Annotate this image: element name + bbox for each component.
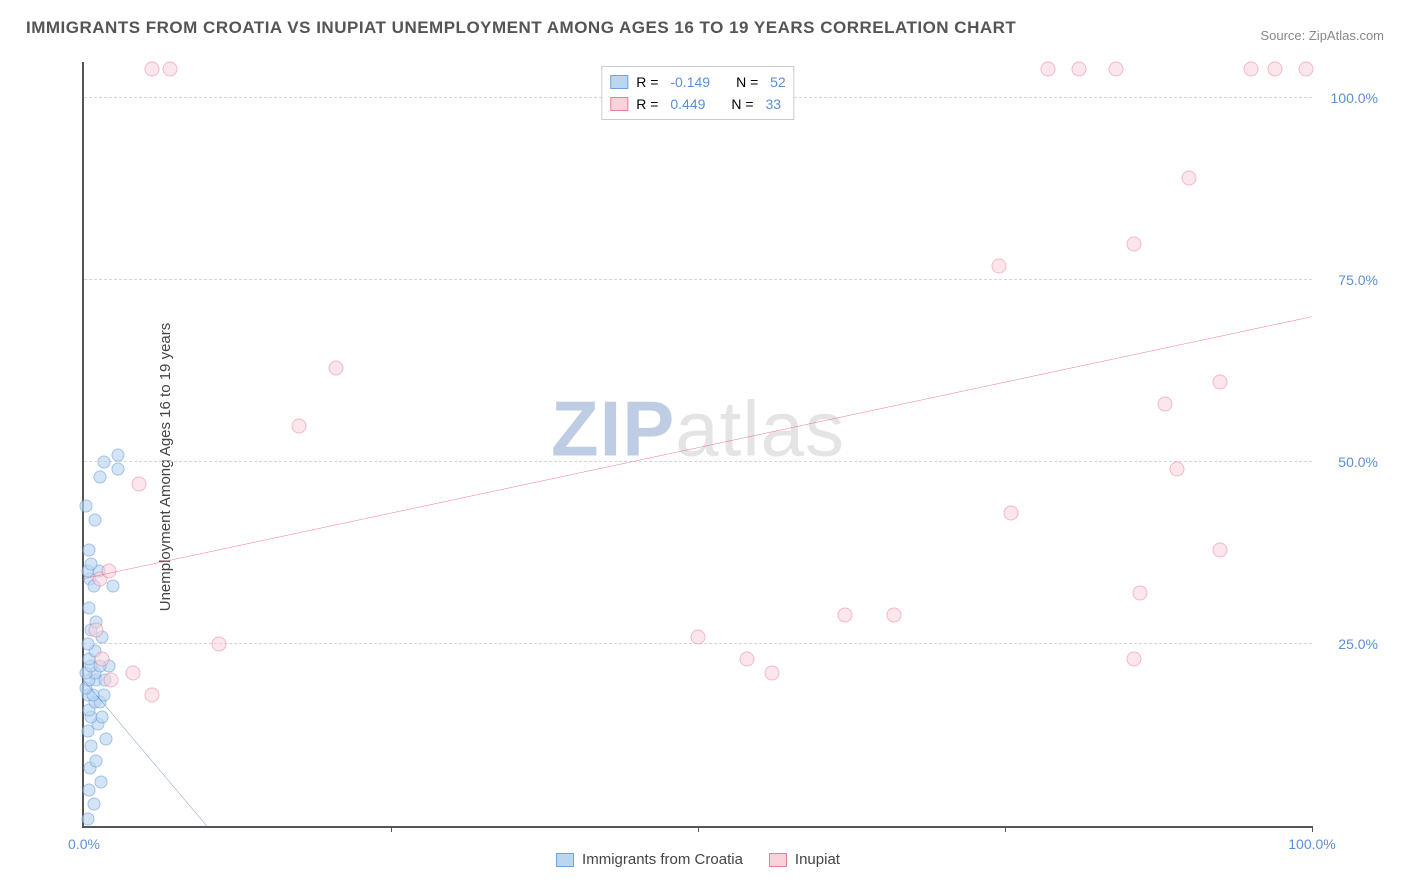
data-point-croatia	[85, 558, 98, 571]
data-point-inupiat	[144, 62, 159, 77]
x-tick-mark	[698, 826, 699, 832]
data-point-inupiat	[838, 608, 853, 623]
data-point-inupiat	[162, 62, 177, 77]
data-point-inupiat	[740, 651, 755, 666]
data-point-inupiat	[212, 637, 227, 652]
data-point-croatia	[89, 514, 102, 527]
gridline-h	[84, 279, 1312, 280]
data-point-inupiat	[1298, 62, 1313, 77]
data-point-inupiat	[1071, 62, 1086, 77]
x-tick-mark	[391, 826, 392, 832]
source-attribution: Source: ZipAtlas.com	[1260, 28, 1384, 43]
legend-row-inupiat: R = 0.449 N = 33	[610, 93, 785, 115]
data-point-inupiat	[691, 629, 706, 644]
data-point-croatia	[96, 710, 109, 723]
legend-r-label: R =	[636, 96, 662, 112]
legend-item-croatia: Immigrants from Croatia	[556, 851, 743, 868]
data-point-croatia	[112, 463, 125, 476]
y-tick-label: 75.0%	[1338, 272, 1378, 288]
data-point-croatia	[81, 638, 94, 651]
legend-swatch-croatia	[610, 75, 628, 89]
legend-label-croatia: Immigrants from Croatia	[582, 851, 743, 868]
data-point-inupiat	[1108, 62, 1123, 77]
watermark-atlas: atlas	[675, 384, 845, 472]
legend-r-label: R =	[636, 74, 662, 90]
x-tick-mark	[1005, 826, 1006, 832]
correlation-legend: R = -0.149 N = 52 R = 0.449 N = 33	[601, 66, 794, 120]
watermark-zip: ZIP	[551, 384, 675, 472]
data-point-croatia	[85, 739, 98, 752]
data-point-croatia	[107, 579, 120, 592]
legend-n-value-inupiat: 33	[765, 96, 781, 112]
data-point-inupiat	[1157, 396, 1172, 411]
chart-title: IMMIGRANTS FROM CROATIA VS INUPIAT UNEMP…	[26, 18, 1016, 38]
y-tick-label: 50.0%	[1338, 454, 1378, 470]
data-point-croatia	[90, 754, 103, 767]
data-point-inupiat	[1212, 542, 1227, 557]
legend-r-value-inupiat: 0.449	[670, 96, 705, 112]
data-point-inupiat	[1126, 651, 1141, 666]
data-point-croatia	[82, 783, 95, 796]
data-point-inupiat	[764, 666, 779, 681]
data-point-inupiat	[1126, 236, 1141, 251]
x-tick-mark	[1312, 826, 1313, 832]
legend-r-value-croatia: -0.149	[670, 74, 710, 90]
plot-area: ZIPatlas R = -0.149 N = 52 R = 0.449 N =…	[82, 62, 1312, 828]
data-point-inupiat	[1268, 62, 1283, 77]
data-point-inupiat	[95, 651, 110, 666]
data-point-croatia	[81, 812, 94, 825]
legend-swatch-croatia	[556, 853, 574, 867]
data-point-inupiat	[132, 477, 147, 492]
series-legend: Immigrants from Croatia Inupiat	[556, 851, 840, 868]
data-point-inupiat	[1133, 586, 1148, 601]
legend-swatch-inupiat	[769, 853, 787, 867]
legend-n-label: N =	[736, 74, 762, 90]
data-point-croatia	[93, 470, 106, 483]
data-point-inupiat	[1182, 171, 1197, 186]
data-point-croatia	[82, 601, 95, 614]
x-tick-label: 0.0%	[68, 836, 100, 852]
legend-row-croatia: R = -0.149 N = 52	[610, 71, 785, 93]
data-point-inupiat	[328, 360, 343, 375]
data-point-inupiat	[1004, 506, 1019, 521]
data-point-inupiat	[1040, 62, 1055, 77]
trendlines-svg	[84, 62, 1312, 826]
data-point-croatia	[87, 798, 100, 811]
data-point-inupiat	[291, 418, 306, 433]
data-point-inupiat	[887, 608, 902, 623]
y-tick-label: 100.0%	[1331, 90, 1378, 106]
data-point-inupiat	[1212, 375, 1227, 390]
data-point-croatia	[97, 456, 110, 469]
legend-swatch-inupiat	[610, 97, 628, 111]
y-tick-label: 25.0%	[1338, 636, 1378, 652]
data-point-croatia	[80, 499, 93, 512]
data-point-inupiat	[991, 258, 1006, 273]
legend-n-label: N =	[731, 96, 757, 112]
data-point-croatia	[95, 776, 108, 789]
trendline-inupiat	[84, 317, 1312, 579]
data-point-inupiat	[1243, 62, 1258, 77]
data-point-inupiat	[104, 673, 119, 688]
gridline-h	[84, 461, 1312, 462]
data-point-inupiat	[144, 688, 159, 703]
data-point-inupiat	[89, 622, 104, 637]
x-tick-label: 100.0%	[1288, 836, 1335, 852]
legend-item-inupiat: Inupiat	[769, 851, 840, 868]
data-point-inupiat	[1169, 462, 1184, 477]
data-point-inupiat	[126, 666, 141, 681]
legend-label-inupiat: Inupiat	[795, 851, 840, 868]
data-point-croatia	[82, 543, 95, 556]
chart-container: Unemployment Among Ages 16 to 19 years Z…	[26, 60, 1384, 874]
data-point-croatia	[100, 732, 113, 745]
data-point-inupiat	[101, 564, 116, 579]
data-point-croatia	[112, 448, 125, 461]
legend-n-value-croatia: 52	[770, 74, 786, 90]
